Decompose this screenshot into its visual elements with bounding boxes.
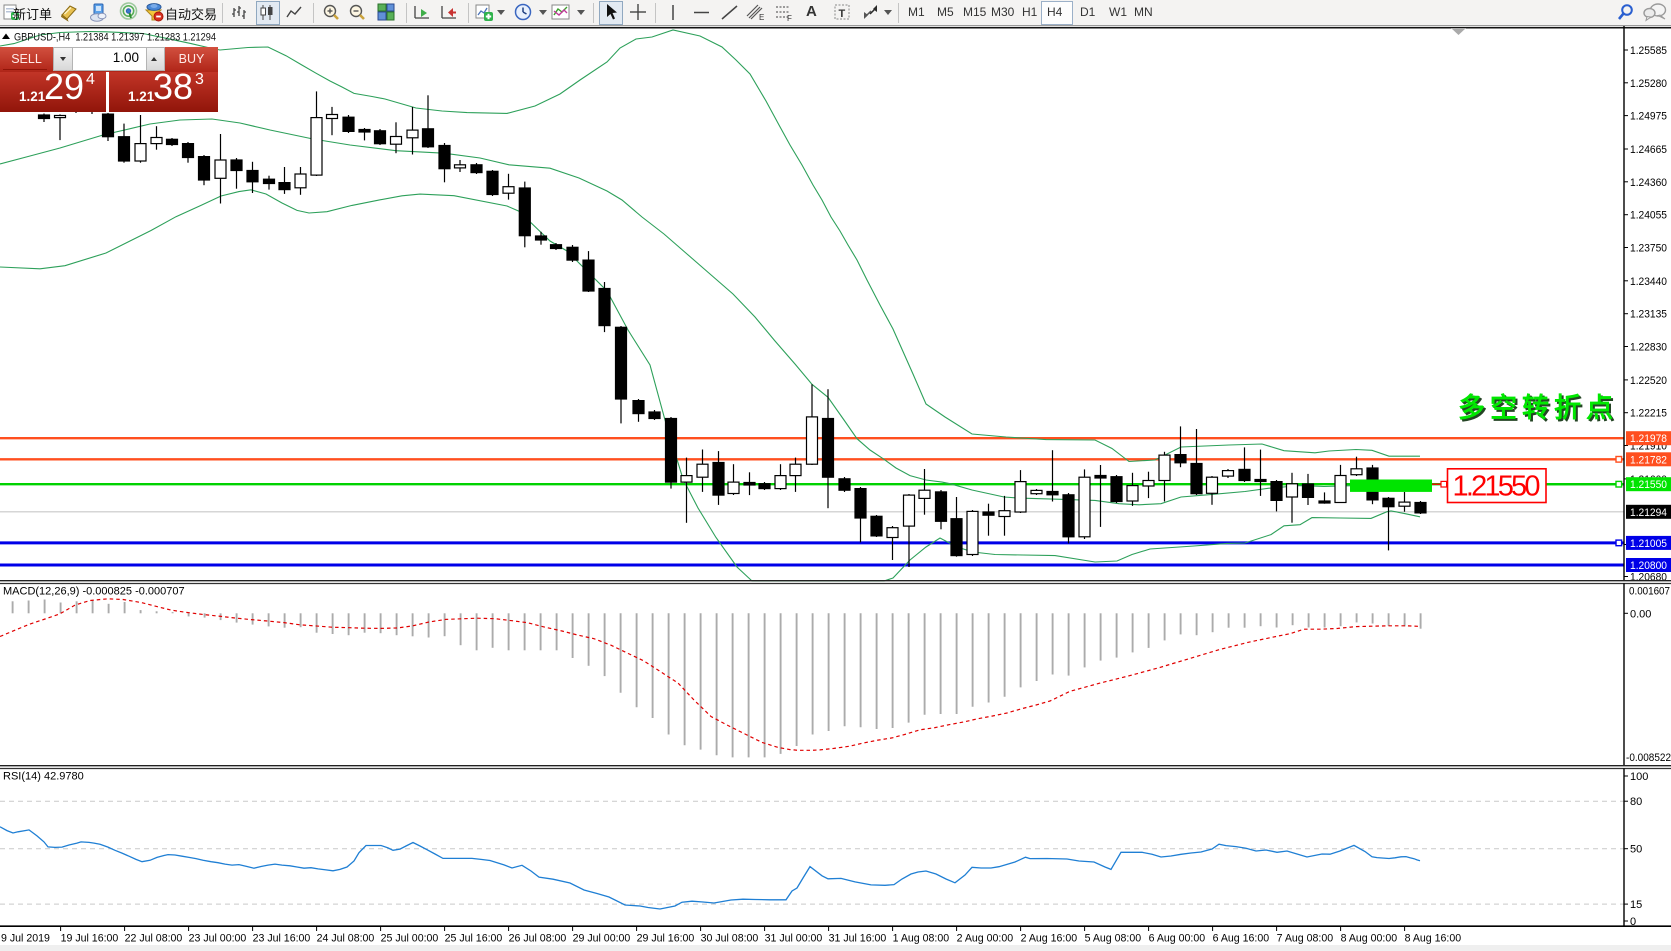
svg-text:1.23440: 1.23440 xyxy=(1630,276,1667,288)
svg-text:24 Jul 08:00: 24 Jul 08:00 xyxy=(317,933,375,945)
svg-text:5 Aug 08:00: 5 Aug 08:00 xyxy=(1085,933,1142,945)
svg-text:1.21782: 1.21782 xyxy=(1630,454,1667,466)
svg-text:26 Jul 08:00: 26 Jul 08:00 xyxy=(509,933,567,945)
svg-text:1.23750: 1.23750 xyxy=(1630,243,1667,255)
svg-text:100: 100 xyxy=(1630,771,1648,783)
svg-text:GBPUSD-,H4 1.21384 1.21397 1.: GBPUSD-,H4 1.21384 1.21397 1.21283 1.212… xyxy=(14,32,216,44)
svg-text:1.22215: 1.22215 xyxy=(1630,408,1667,420)
svg-text:6 Aug 00:00: 6 Aug 00:00 xyxy=(1149,933,1206,945)
svg-text:1.21294: 1.21294 xyxy=(1630,507,1667,519)
svg-text:1.20680: 1.20680 xyxy=(1630,572,1667,584)
svg-text:8 Aug 00:00: 8 Aug 00:00 xyxy=(1341,933,1398,945)
svg-text:29 Jul 16:00: 29 Jul 16:00 xyxy=(637,933,695,945)
svg-text:1.24360: 1.24360 xyxy=(1630,177,1667,189)
svg-text:50: 50 xyxy=(1630,844,1642,856)
svg-text:0.001607: 0.001607 xyxy=(1629,586,1670,598)
svg-text:1.24975: 1.24975 xyxy=(1630,111,1667,123)
svg-text:1.20800: 1.20800 xyxy=(1630,560,1667,572)
svg-text:1.25280: 1.25280 xyxy=(1630,78,1667,90)
svg-text:0: 0 xyxy=(1630,916,1636,928)
svg-text:1.21978: 1.21978 xyxy=(1630,433,1667,445)
svg-text:25 Jul 00:00: 25 Jul 00:00 xyxy=(381,933,439,945)
svg-text:31 Jul 16:00: 31 Jul 16:00 xyxy=(829,933,887,945)
svg-text:1.21550: 1.21550 xyxy=(1453,471,1541,503)
svg-text:1.22830: 1.22830 xyxy=(1630,342,1667,354)
svg-text:多空转折点: 多空转折点 xyxy=(1458,392,1618,423)
svg-text:9 Jul 2019: 9 Jul 2019 xyxy=(1,933,50,945)
svg-text:-0.008522: -0.008522 xyxy=(1626,752,1671,764)
svg-text:1.23135: 1.23135 xyxy=(1630,309,1667,321)
svg-text:RSI(14) 42.9780: RSI(14) 42.9780 xyxy=(3,771,84,783)
svg-text:T: T xyxy=(839,8,846,20)
svg-text:多空转折点: 多空转折点 xyxy=(1460,394,1620,425)
svg-text:1.25585: 1.25585 xyxy=(1630,45,1667,57)
svg-text:30 Jul 08:00: 30 Jul 08:00 xyxy=(701,933,759,945)
svg-text:1.24055: 1.24055 xyxy=(1630,210,1667,222)
svg-text:1.21550: 1.21550 xyxy=(1630,479,1667,491)
svg-text:2 Aug 00:00: 2 Aug 00:00 xyxy=(957,933,1014,945)
svg-text:29 Jul 00:00: 29 Jul 00:00 xyxy=(573,933,631,945)
svg-text:MACD(12,26,9) -0.000825 -0.000: MACD(12,26,9) -0.000825 -0.000707 xyxy=(3,586,185,598)
svg-text:31 Jul 00:00: 31 Jul 00:00 xyxy=(765,933,823,945)
svg-text:6 Aug 16:00: 6 Aug 16:00 xyxy=(1213,933,1270,945)
svg-text:7 Aug 08:00: 7 Aug 08:00 xyxy=(1277,933,1334,945)
svg-text:22 Jul 08:00: 22 Jul 08:00 xyxy=(125,933,183,945)
svg-text:15: 15 xyxy=(1630,899,1642,911)
svg-text:1.24665: 1.24665 xyxy=(1630,144,1667,156)
svg-text:E: E xyxy=(759,13,764,22)
svg-text:1.21005: 1.21005 xyxy=(1630,538,1667,550)
svg-text:0.00: 0.00 xyxy=(1630,608,1651,620)
svg-text:8 Aug 16:00: 8 Aug 16:00 xyxy=(1405,933,1462,945)
svg-text:1 Aug 08:00: 1 Aug 08:00 xyxy=(893,933,950,945)
svg-text:1.22520: 1.22520 xyxy=(1630,375,1667,387)
svg-text:F: F xyxy=(787,14,792,22)
svg-text:23 Jul 16:00: 23 Jul 16:00 xyxy=(253,933,311,945)
svg-text:25 Jul 16:00: 25 Jul 16:00 xyxy=(445,933,503,945)
svg-text:19 Jul 16:00: 19 Jul 16:00 xyxy=(61,933,119,945)
svg-text:23 Jul 00:00: 23 Jul 00:00 xyxy=(189,933,247,945)
svg-text:2 Aug 16:00: 2 Aug 16:00 xyxy=(1021,933,1078,945)
svg-text:80: 80 xyxy=(1630,796,1642,808)
